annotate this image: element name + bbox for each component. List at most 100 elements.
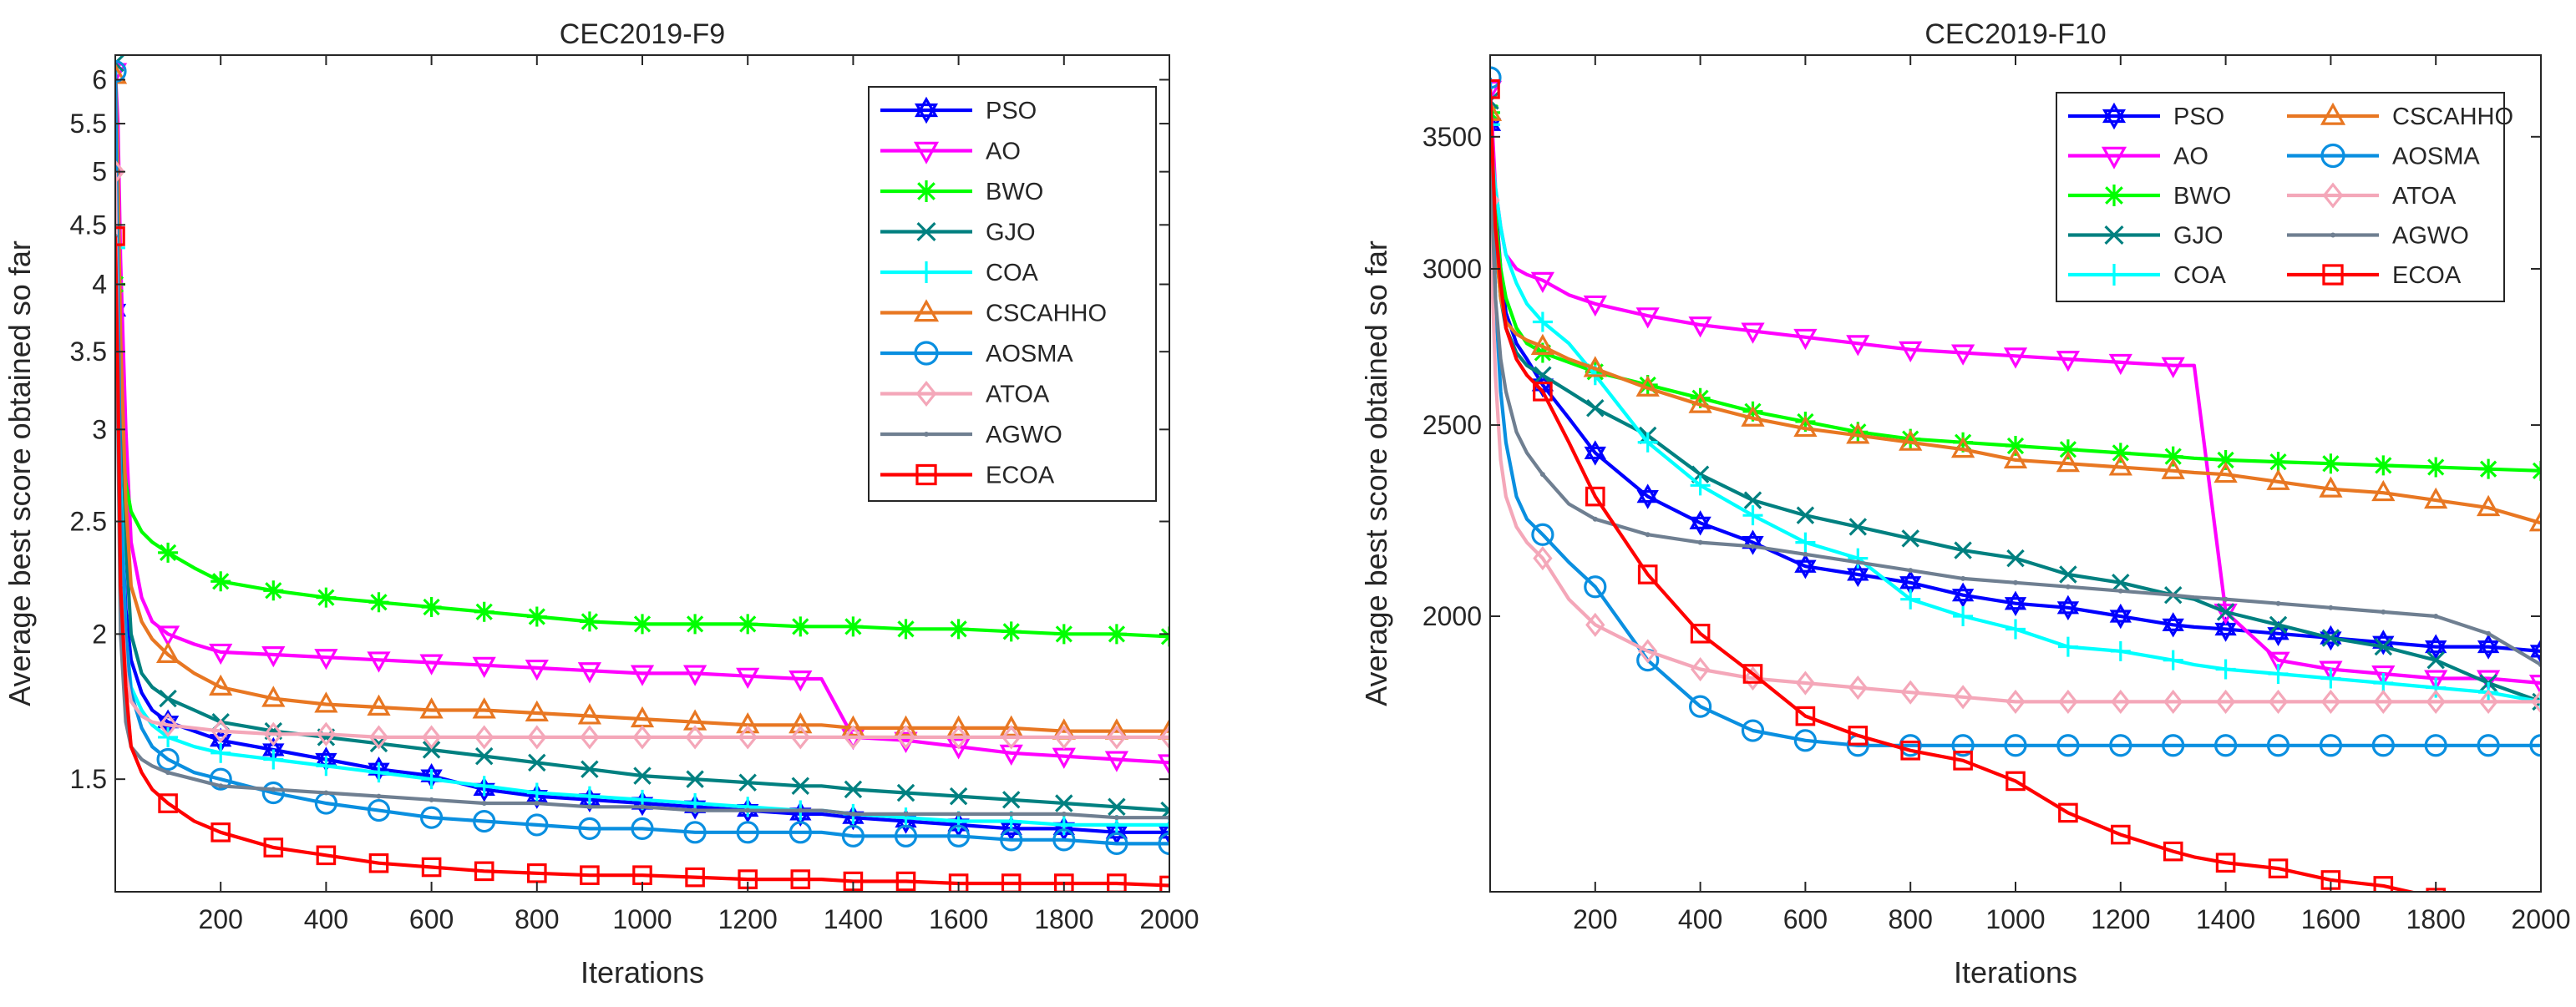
marker-agwo-1300: [798, 807, 804, 813]
marker-aosma-1200: [736, 821, 759, 844]
marker-gjo-1000: [633, 767, 652, 785]
marker-coa-800: [1900, 589, 1921, 610]
marker-ecoa-400: [1690, 623, 1711, 644]
marker-aosma-2000: [2529, 734, 2541, 757]
marker-pso-1100: [2056, 595, 2080, 621]
marker-cscahho-1400: [841, 715, 865, 736]
marker-cscahho-200: [209, 674, 233, 696]
marker-aosma-1900: [1105, 832, 1128, 856]
legend-marker-aosma: [914, 341, 939, 366]
marker-ao-1000: [2003, 347, 2028, 369]
marker-atoa-100: [158, 712, 178, 737]
marker-atoa-600: [1795, 670, 1816, 696]
marker-ao-1300: [789, 670, 813, 692]
marker-aosma-1400: [2214, 734, 2238, 757]
marker-gjo-1400: [844, 780, 863, 799]
marker-atoa-1500: [895, 725, 916, 750]
x-tick-label: 600: [1783, 904, 1828, 934]
marker-atoa-1400: [843, 725, 864, 750]
marker-cscahho-1900: [2476, 494, 2501, 517]
marker-gjo-1200: [738, 773, 757, 792]
marker-cscahho-400: [1688, 392, 1712, 413]
marker-atoa-800: [527, 725, 547, 750]
marker-atoa-0: [115, 159, 125, 185]
marker-atoa-700: [474, 725, 494, 750]
marker-atoa-1300: [2163, 689, 2183, 715]
marker-coa-700: [1848, 548, 1869, 569]
legend-marker-agwo: [924, 432, 929, 437]
marker-atoa-1500: [2268, 689, 2289, 715]
legend: PSO AO BWO GJO COA CSCAHHO AOSMA ATOA AGWO ECOA: [868, 86, 1157, 502]
marker-aosma-2000: [1158, 832, 1169, 856]
marker-gjo-600: [422, 741, 441, 759]
marker-coa-2000: [1159, 814, 1169, 835]
marker-bwo-1000: [2006, 435, 2026, 456]
marker-cscahho-1700: [2371, 479, 2396, 502]
legend-item-atoa: ATOA: [880, 380, 1050, 408]
x-tick-label: 2000: [2511, 904, 2570, 934]
marker-pso-200: [1584, 440, 1606, 466]
marker-agwo-1200: [2117, 588, 2123, 594]
x-tick-label: 1000: [612, 904, 672, 934]
x-tick-label: 2000: [1139, 904, 1199, 934]
marker-cscahho-700: [1846, 423, 1870, 444]
legend-label: ATOA: [2392, 183, 2457, 210]
marker-agwo-500: [1750, 544, 1756, 549]
legend-marker-bwo: [915, 180, 937, 202]
marker-agwo-1100: [692, 807, 698, 813]
marker-ao-1500: [2266, 651, 2290, 673]
legend-box: [868, 86, 1157, 502]
marker-coa-1200: [2110, 640, 2131, 661]
x-tick-label: 600: [409, 904, 454, 934]
marker-ao-100: [1530, 271, 1555, 294]
series-line-atoa: [115, 171, 1169, 740]
marker-atoa-1400: [2215, 689, 2236, 715]
legend-label: BWO: [2173, 183, 2231, 210]
legend-marker-ao: [913, 141, 940, 164]
legend-marker-atoa: [2322, 182, 2344, 209]
marker-ecoa-1100: [685, 867, 705, 888]
marker-atoa-100: [1533, 546, 1553, 571]
marker-agwo-1300: [2170, 592, 2176, 598]
chart-title: CEC2019-F9: [560, 18, 725, 50]
legend-marker-coa: [2103, 264, 2125, 286]
marker-agwo-1000: [2013, 579, 2018, 585]
marker-gjo-700: [474, 746, 494, 766]
marker-cscahho-1200: [2108, 454, 2132, 476]
legend-item-pso: PSO: [2068, 102, 2224, 130]
marker-gjo-800: [1901, 529, 1919, 548]
marker-ao-500: [367, 651, 391, 673]
x-tick-label: 1800: [2406, 904, 2466, 934]
marker-ecoa-1800: [1053, 873, 1074, 892]
legend-marker-agwo: [2330, 232, 2335, 238]
y-tick-label: 2500: [1422, 410, 1482, 440]
marker-ecoa-800: [1900, 740, 1920, 761]
marker-atoa-1700: [1001, 725, 1022, 750]
marker-agwo-1500: [903, 811, 909, 817]
legend-label: CSCAHHO: [986, 301, 1107, 327]
marker-bwo-1300: [2163, 446, 2183, 467]
marker-ao-800: [525, 659, 549, 681]
legend-label: AOSMA: [2392, 144, 2480, 170]
marker-agwo-800: [1908, 568, 1914, 574]
marker-agwo-500: [376, 793, 382, 799]
marker-aosma-400: [1688, 695, 1712, 718]
marker-aosma-500: [367, 798, 391, 822]
marker-bwo-1400: [843, 616, 864, 637]
marker-atoa-900: [580, 725, 600, 750]
marker-ao-1800: [2424, 670, 2448, 691]
legend-marker-pso: [914, 96, 939, 124]
marker-gjo-600: [1796, 506, 1815, 524]
marker-agwo-400: [1697, 539, 1703, 545]
marker-atoa-1900: [2478, 689, 2498, 715]
marker-atoa-1000: [2006, 689, 2026, 715]
marker-agwo-700: [1855, 559, 1861, 565]
legend-item-gjo: GJO: [2068, 223, 2224, 250]
marker-cscahho-500: [1741, 405, 1765, 427]
marker-pso-1800: [2425, 634, 2447, 660]
marker-gjo-700: [1848, 518, 1868, 536]
marker-bwo-1900: [1106, 624, 1127, 645]
legend-item-pso: PSO: [880, 96, 1037, 124]
chart-title: CEC2019-F10: [1924, 18, 2106, 50]
